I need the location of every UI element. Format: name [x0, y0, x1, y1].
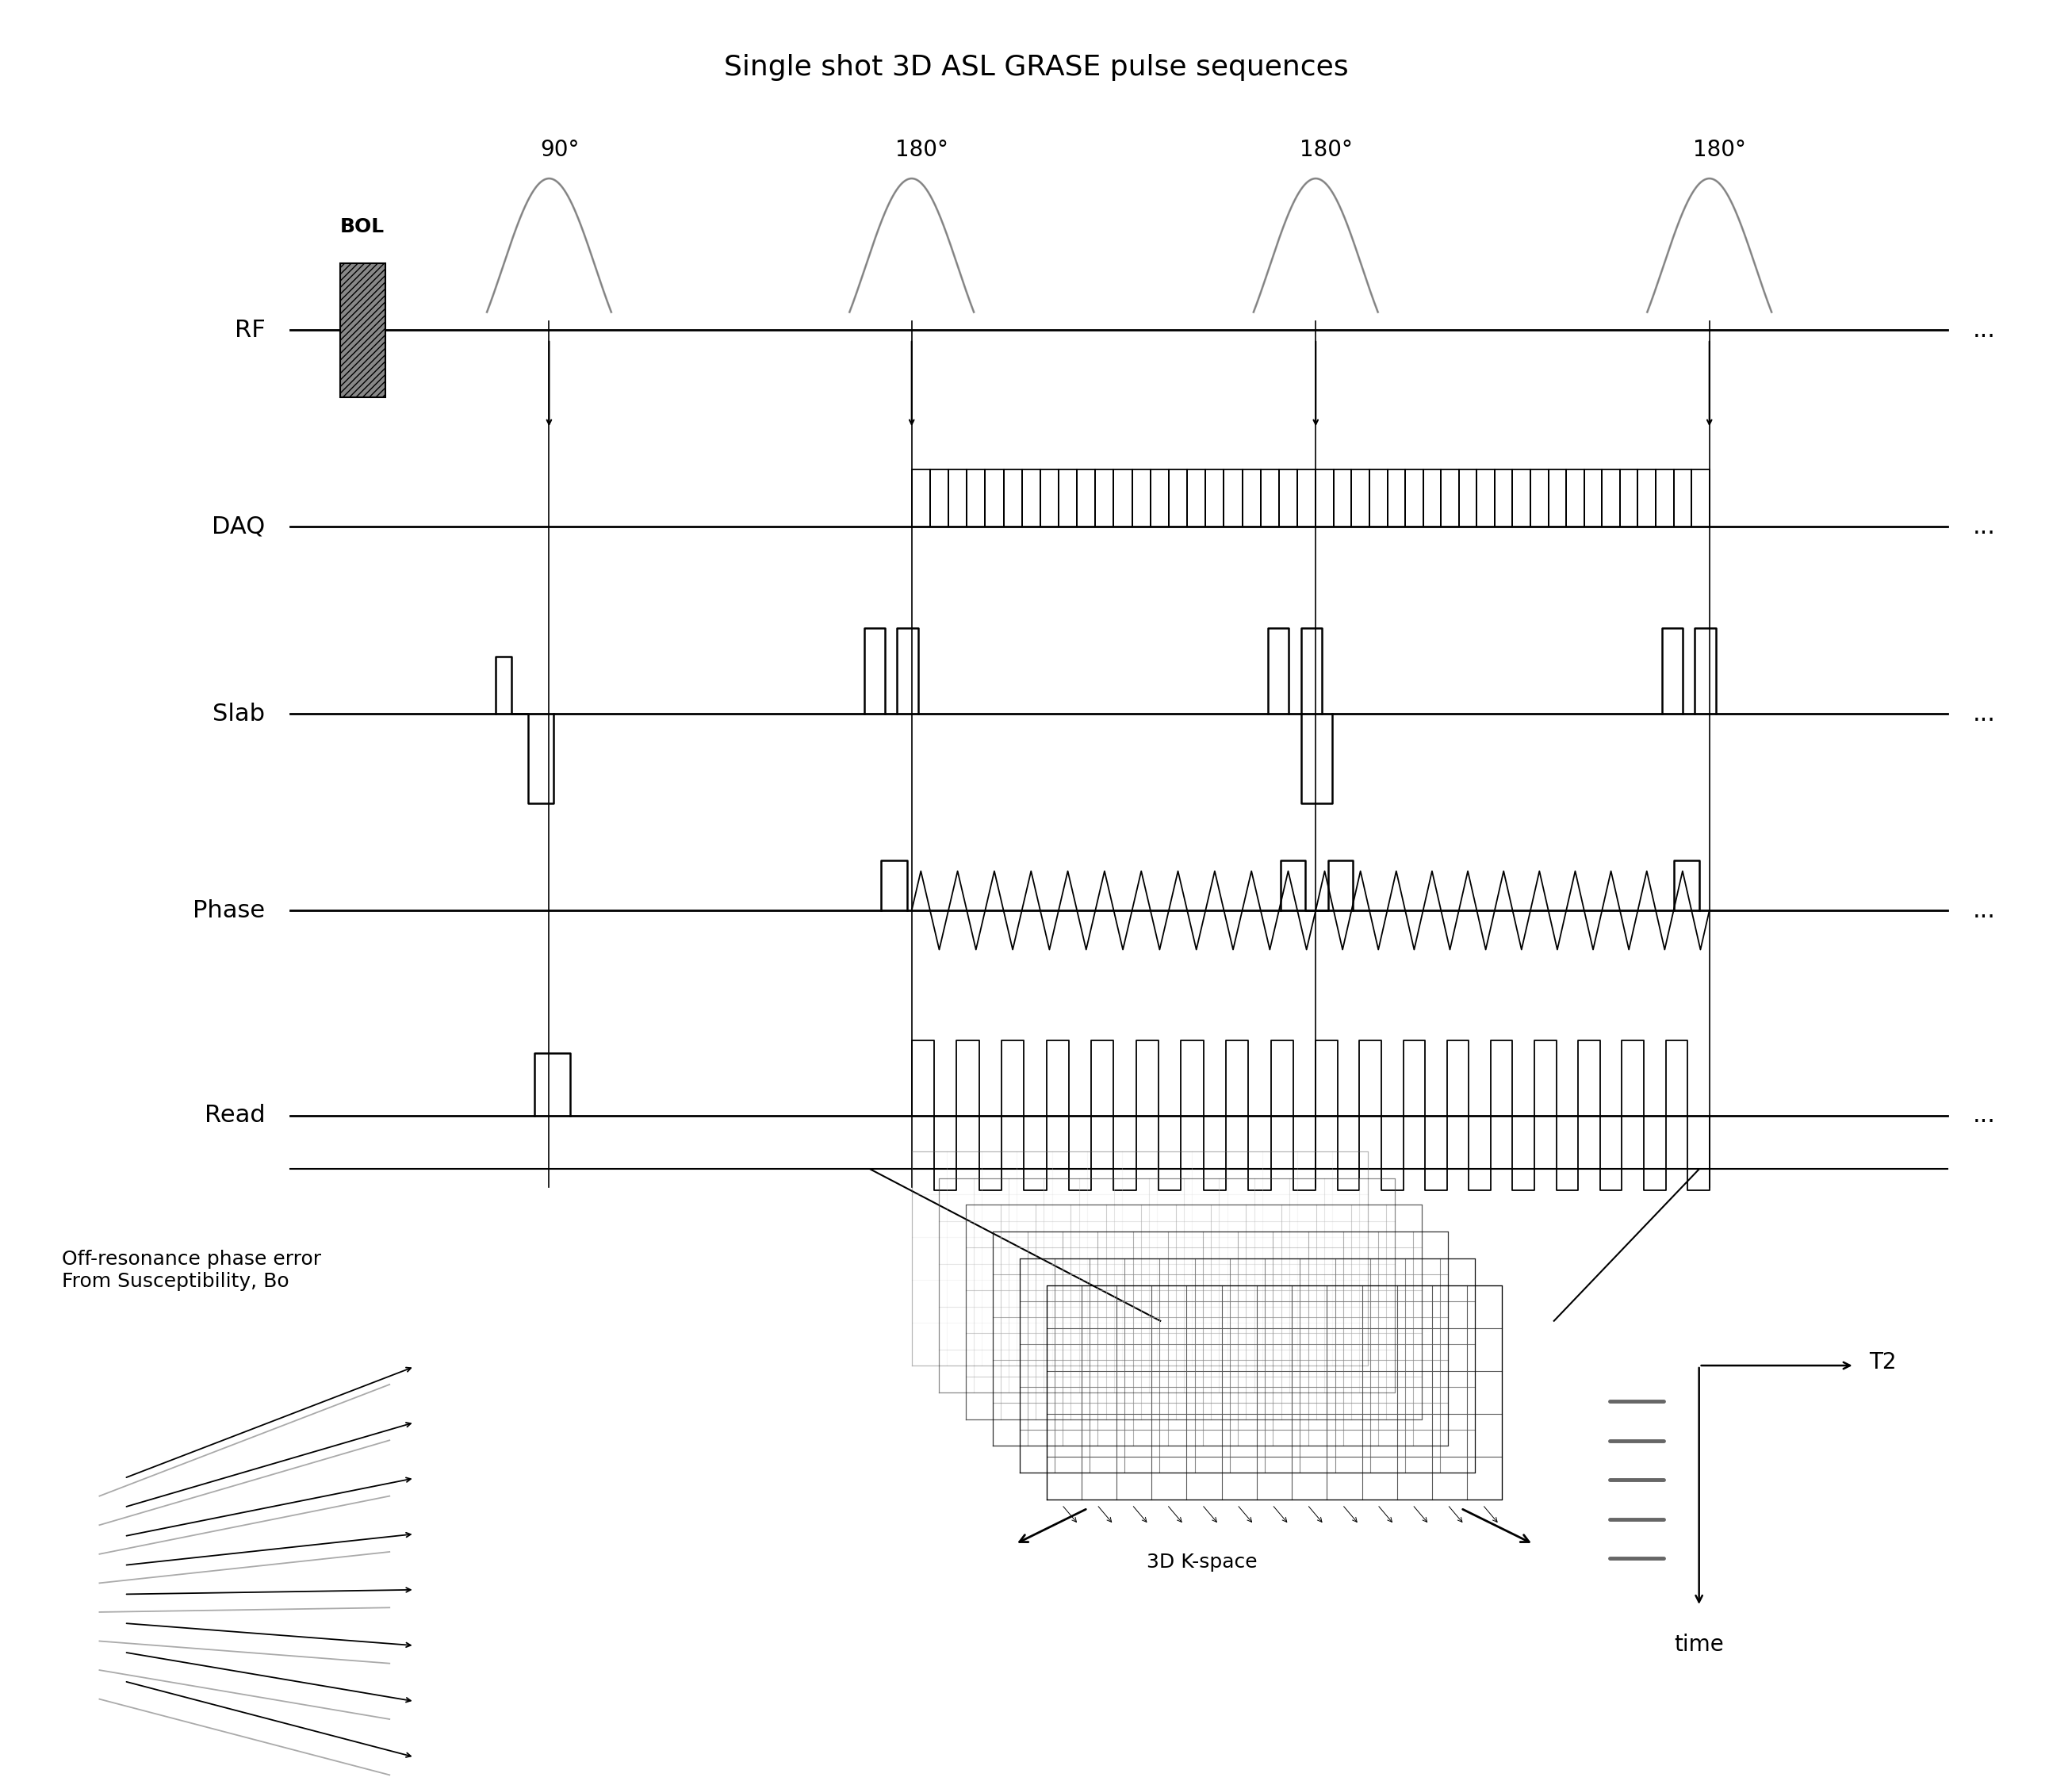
- Text: time: time: [1674, 1633, 1724, 1655]
- Text: ...: ...: [1973, 900, 1995, 921]
- Text: ...: ...: [1973, 320, 1995, 341]
- Bar: [340, 264, 385, 398]
- Text: T2: T2: [1869, 1351, 1896, 1373]
- Text: ...: ...: [1973, 1105, 1995, 1126]
- Text: Slab: Slab: [213, 703, 265, 725]
- Text: 3D K-space: 3D K-space: [1146, 1553, 1258, 1573]
- Text: 180°: 180°: [1299, 139, 1353, 161]
- Text: RF: RF: [234, 320, 265, 341]
- Text: 180°: 180°: [1693, 139, 1747, 161]
- Text: ...: ...: [1973, 516, 1995, 537]
- Text: BOL: BOL: [340, 218, 385, 237]
- Text: Read: Read: [205, 1105, 265, 1126]
- Text: Phase: Phase: [193, 900, 265, 921]
- Text: ...: ...: [1973, 703, 1995, 725]
- Text: DAQ: DAQ: [211, 516, 265, 537]
- Text: Single shot 3D ASL GRASE pulse sequences: Single shot 3D ASL GRASE pulse sequences: [723, 54, 1349, 80]
- Text: 180°: 180°: [895, 139, 949, 161]
- Text: Off-resonance phase error
From Susceptibility, Bo: Off-resonance phase error From Susceptib…: [62, 1250, 321, 1291]
- Text: 90°: 90°: [541, 139, 578, 161]
